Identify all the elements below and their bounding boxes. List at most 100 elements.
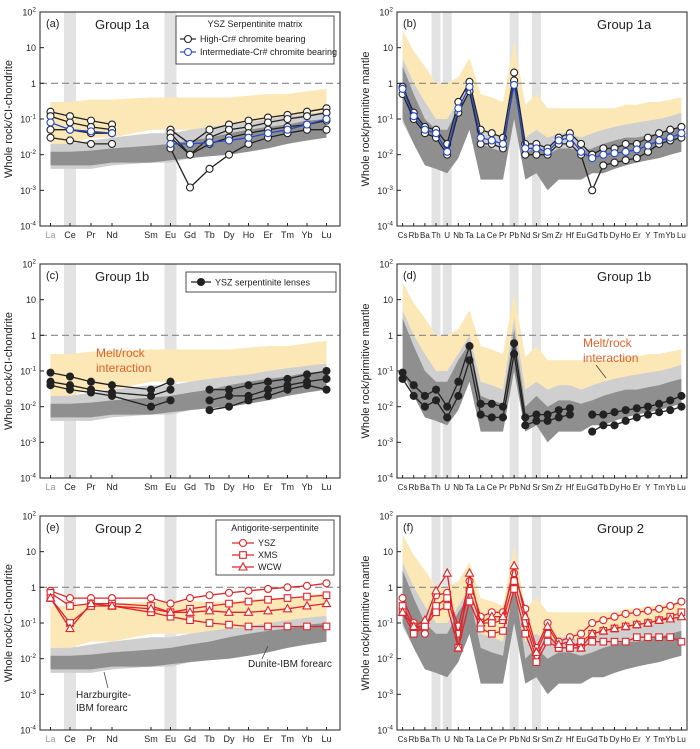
x-tick-label: Nd — [106, 734, 118, 744]
y-tick-label: 1 — [388, 79, 393, 89]
y-tick-label: 10-4 — [377, 221, 393, 232]
data-point — [621, 156, 630, 165]
data-point — [655, 399, 664, 408]
data-point — [205, 125, 214, 134]
data-point — [443, 594, 452, 602]
data-point — [599, 161, 608, 170]
data-point — [166, 396, 175, 405]
x-tick-label: Lu — [321, 734, 331, 744]
data-point — [322, 591, 331, 600]
data-point — [610, 637, 619, 646]
data-point — [487, 129, 496, 138]
y-tick-label: 10-4 — [377, 725, 393, 736]
x-tick-label: Ho — [243, 482, 255, 492]
panel-label: (d) — [403, 270, 416, 282]
y-tick-label: 10-1 — [20, 618, 36, 629]
data-point — [554, 406, 563, 415]
y-tick-label: 1 — [388, 331, 393, 341]
legend: Antigorite-serpentinite YSZ XMS WCW — [215, 519, 335, 576]
x-tick-label: Er — [633, 231, 641, 240]
data-point — [643, 133, 653, 142]
x-tick-label: Tb — [204, 734, 215, 744]
data-point — [632, 404, 641, 413]
data-point — [322, 125, 331, 134]
data-point — [397, 606, 408, 616]
series-f-3 — [397, 560, 687, 656]
x-tick-label: Sm — [542, 231, 554, 240]
data-point — [521, 144, 530, 153]
x-tick-label: Cs — [398, 483, 408, 492]
y-tick-label: 1 — [31, 331, 36, 341]
data-point — [302, 370, 312, 379]
data-point — [609, 623, 620, 633]
x-tick-label: Yb — [665, 483, 675, 492]
y-tick-label: 1 — [388, 583, 393, 593]
data-point — [283, 385, 292, 394]
annotation-harzburgite: IBM forearc — [76, 703, 128, 714]
data-point — [643, 617, 653, 627]
x-tick-label: Ta — [465, 231, 474, 240]
data-point — [588, 154, 597, 163]
data-point — [205, 619, 214, 627]
data-point — [543, 416, 552, 425]
data-point — [302, 112, 312, 121]
data-point — [588, 410, 597, 419]
legend-entry: High-Cr# chromite bearing — [200, 34, 306, 44]
x-tick-label: Ho — [621, 231, 632, 240]
legend: YSZ Serpentinite matrix High-Cr# chromite… — [175, 15, 337, 65]
data-point — [521, 413, 530, 422]
x-tick-label: Yb — [665, 231, 675, 240]
x-tick-label: Hf — [566, 735, 575, 744]
x-tick-label: Sr — [532, 735, 540, 744]
panel-title: Group 1b — [597, 269, 651, 284]
data-point — [487, 413, 496, 422]
data-point — [487, 399, 496, 408]
x-tick-label: Rb — [409, 483, 420, 492]
data-point — [465, 597, 474, 606]
data-point — [566, 644, 574, 652]
y-tick-label: 102 — [22, 259, 36, 270]
x-tick-label: Eu — [165, 230, 176, 240]
y-axis-label: Whole rock/CI-chondrite — [3, 60, 15, 178]
y-tick-label: 10-3 — [377, 437, 393, 448]
data-point — [66, 602, 74, 610]
data-point — [186, 616, 194, 625]
x-tick-label: Dy — [224, 482, 235, 492]
data-point — [442, 567, 453, 577]
data-point — [409, 381, 418, 390]
x-tick-label: Yb — [301, 482, 312, 492]
data-point — [576, 139, 586, 148]
data-point — [643, 141, 653, 150]
annotation-melt-rock: Melt/rock — [583, 336, 633, 350]
data-point — [654, 614, 665, 624]
data-point — [655, 129, 664, 138]
data-point — [621, 139, 630, 148]
data-point — [398, 374, 407, 383]
data-point — [166, 377, 175, 386]
y-tick-label: 10 — [26, 43, 36, 53]
data-point — [431, 385, 441, 394]
x-tick-label: Gd — [184, 734, 196, 744]
y-tick-label: 102 — [379, 511, 393, 522]
data-point — [487, 619, 496, 627]
x-tick-label: Th — [431, 231, 440, 240]
series-d-1 — [398, 349, 686, 436]
y-tick-label: 102 — [22, 7, 36, 18]
data-point — [666, 125, 675, 134]
data-point — [86, 139, 96, 148]
data-point — [244, 133, 253, 142]
data-point — [543, 637, 552, 646]
y-tick-label: 10-3 — [377, 185, 393, 196]
x-tick-label: Nd — [520, 231, 530, 240]
data-point — [398, 84, 407, 93]
data-point — [65, 125, 75, 134]
data-point — [146, 603, 156, 613]
panel-label: (f) — [403, 522, 413, 534]
data-point — [107, 129, 117, 138]
x-tick-label: Pr — [499, 735, 507, 744]
data-point — [476, 133, 485, 142]
annotation-leader — [261, 645, 269, 660]
y-tick-label: 10 — [383, 547, 393, 557]
data-point — [431, 396, 441, 405]
panel-label: (b) — [403, 18, 416, 30]
